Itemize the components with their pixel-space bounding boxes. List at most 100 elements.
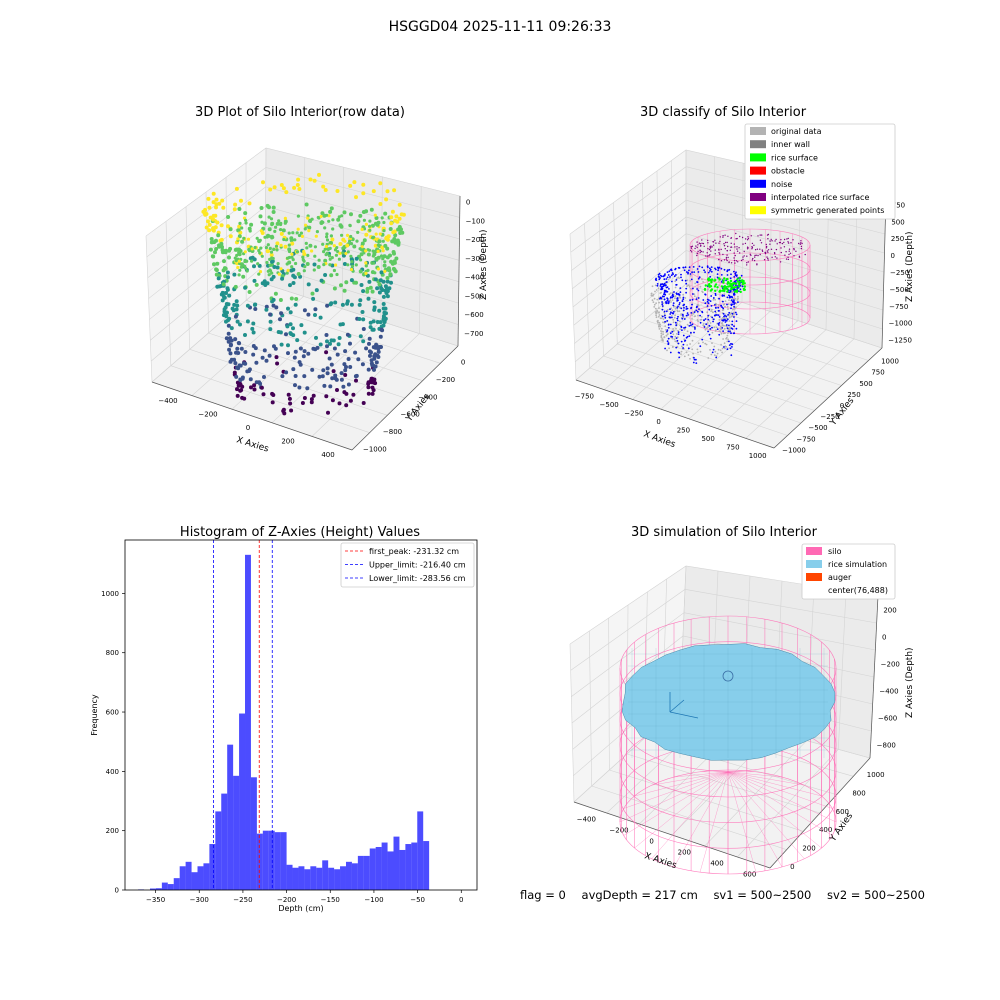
classify-noise-point	[665, 281, 668, 283]
raw-point	[373, 271, 377, 275]
histogram-x-tick-label: −50	[410, 896, 425, 904]
histogram-vlines	[213, 540, 273, 890]
classify-noise-point	[698, 265, 701, 268]
raw-point	[356, 230, 360, 234]
raw-3d-axes: −400−2000200400−1000−800−600−400−20000−1…	[145, 147, 485, 459]
raw-point	[325, 303, 330, 308]
raw-point	[227, 248, 232, 253]
histogram-bar	[340, 866, 346, 890]
classify-noise-point	[723, 294, 725, 297]
raw-point	[302, 374, 307, 379]
simulation-cone-line	[727, 771, 783, 778]
classify-noise-point	[664, 320, 666, 323]
panel-simulation-3d: 3D simulation of Silo Interior −400−2000…	[569, 525, 915, 879]
raw-point	[213, 213, 218, 218]
raw-point	[214, 247, 219, 251]
classify-interpolated-point	[793, 249, 795, 251]
raw-point	[371, 249, 375, 253]
raw-point	[367, 279, 372, 284]
simulation-y-axis-line	[769, 757, 871, 869]
histogram-bar	[221, 793, 228, 890]
simulation-y-tick-label: 0	[790, 863, 794, 871]
classify-noise-point	[659, 274, 662, 277]
classify-noise-point	[665, 302, 668, 305]
histogram-legend-label: first_peak: -231.32 cm	[369, 547, 459, 556]
raw-point	[233, 361, 238, 366]
classify-original-point	[711, 308, 713, 311]
classify-noise-point	[721, 306, 723, 309]
classify-original-point	[662, 340, 664, 342]
classify-interpolated-point	[694, 247, 696, 250]
classify-noise-point	[727, 330, 730, 333]
raw-point	[282, 237, 286, 242]
classify-original-point	[701, 290, 703, 293]
raw-point	[361, 317, 366, 322]
classify-original-point	[704, 342, 707, 345]
raw-point	[323, 226, 327, 230]
classify-rice-point	[722, 279, 725, 282]
classify-noise-point	[693, 356, 695, 359]
classify-noise-point	[663, 278, 666, 281]
classify-noise-point	[681, 317, 684, 320]
classify-noise-point	[733, 276, 736, 278]
classify-original-point	[680, 353, 682, 355]
raw-point	[382, 263, 387, 268]
classify-interpolated-point	[755, 254, 757, 256]
classify-rice-point	[743, 285, 746, 288]
raw-point	[314, 234, 318, 238]
classify-noise-point	[737, 301, 739, 303]
classify-interpolated-point	[767, 251, 769, 253]
classify-grid-y	[617, 343, 815, 411]
classify-interpolated-point	[787, 242, 790, 244]
simulation-title: 3D simulation of Silo Interior	[631, 525, 818, 540]
classify-interpolated-point	[787, 256, 789, 258]
classify-floor-pane	[576, 284, 882, 448]
classify-noise-point	[735, 271, 737, 274]
raw-point	[276, 262, 280, 266]
classify-original-point	[723, 324, 725, 327]
classify-original-point	[683, 338, 686, 341]
classify-original-point	[656, 298, 659, 301]
classify-interpolated-point	[800, 242, 802, 244]
raw-point	[327, 254, 332, 258]
histogram-bar	[334, 869, 341, 890]
raw-point	[361, 327, 366, 331]
classify-interpolated-point	[795, 250, 797, 252]
classify-noise-point	[733, 325, 735, 328]
classify-interpolated-point	[706, 255, 709, 257]
raw-point	[295, 231, 299, 235]
classify-interpolated-point	[700, 250, 703, 253]
raw-grid-z	[150, 244, 459, 341]
classify-original-point	[721, 347, 724, 350]
classify-z-tick-label: −1000	[889, 320, 913, 328]
classify-interpolated-point	[787, 241, 789, 243]
classify-interpolated-point	[697, 244, 699, 246]
raw-point	[371, 388, 376, 393]
raw-point	[322, 250, 326, 254]
classify-interpolated-point	[715, 242, 717, 244]
classify-z-tick-label: −1250	[888, 337, 912, 345]
classify-interpolated-point	[730, 262, 733, 264]
raw-point	[271, 393, 276, 397]
simulation-x-tick-label: 400	[710, 860, 723, 868]
classify-noise-point	[664, 347, 666, 350]
classify-rice-point	[710, 288, 714, 291]
classify-3d-points	[650, 228, 811, 364]
classify-noise-point	[682, 296, 685, 299]
raw-point	[245, 269, 249, 273]
raw-point	[234, 186, 239, 191]
classify-noise-point	[731, 312, 734, 315]
classify-original-point	[728, 299, 730, 301]
raw-point	[381, 239, 385, 243]
classify-x-axis-line	[575, 379, 775, 449]
raw-point	[295, 250, 300, 254]
raw-point	[373, 352, 378, 357]
raw-point	[333, 373, 338, 378]
classify-original-point	[663, 336, 666, 338]
classify-interpolated-point	[690, 249, 692, 252]
raw-point	[291, 367, 296, 372]
classify-original-point	[728, 315, 731, 317]
raw-point	[243, 350, 248, 354]
raw-point	[361, 191, 366, 196]
raw-point	[287, 231, 291, 235]
